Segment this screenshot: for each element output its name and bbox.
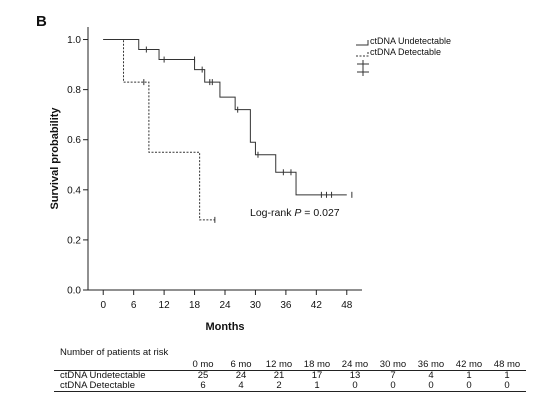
x-tick-label: 18	[189, 300, 201, 311]
x-tick-label: 0	[100, 300, 106, 311]
risk-table-cell: 24	[235, 370, 247, 381]
y-tick-label: 0.4	[67, 185, 81, 196]
risk-table-cell: 4	[428, 370, 434, 381]
risk-table-cell: 7	[390, 370, 396, 381]
risk-table-cell: 4	[222, 381, 260, 392]
legend-symbol	[357, 60, 369, 68]
y-axis-title: Survival probability	[49, 107, 61, 210]
risk-table-cell: 17	[311, 370, 323, 381]
risk-table-header: 30 mo	[374, 360, 412, 371]
risk-table-cell: 0	[488, 381, 526, 392]
risk-table-header: 6 mo	[222, 360, 260, 371]
risk-table: 0 mo 6 mo 12 mo 18 mo 24 mo 30 mo 36 mo 42 mo 48…	[54, 360, 526, 392]
series-line	[103, 39, 347, 196]
log-rank-p: P	[294, 207, 301, 219]
x-tick-label: 12	[159, 300, 171, 311]
panel-label: B	[36, 13, 47, 30]
risk-table-cell: 6	[184, 381, 222, 392]
risk-table-cell: 21	[273, 370, 285, 381]
risk-table-header: 12 mo	[260, 360, 298, 371]
y-tick-label: 1.0	[67, 35, 81, 46]
y-tick-label: 0.0	[67, 286, 81, 297]
log-rank-value: = 0.027	[301, 207, 339, 219]
risk-table-corner	[54, 360, 184, 371]
risk-table-row-label: ctDNA Detectable	[54, 381, 184, 392]
risk-table-cell: 0	[336, 381, 374, 392]
log-rank-annotation: Log-rank P = 0.027	[250, 207, 340, 219]
x-tick-label: 48	[341, 300, 353, 311]
risk-table-cell: 2	[260, 381, 298, 392]
log-rank-prefix: Log-rank	[250, 207, 294, 219]
risk-table-cell: 25	[197, 370, 209, 381]
risk-table-cell: 1	[298, 381, 336, 392]
y-tick-label: 0.8	[67, 85, 81, 96]
risk-table-header: 24 mo	[336, 360, 374, 371]
risk-table-header-row: 0 mo 6 mo 12 mo 18 mo 24 mo 30 mo 36 mo 42 mo 48…	[54, 360, 526, 371]
risk-table-cell: 13	[349, 370, 361, 381]
risk-table-header: 18 mo	[298, 360, 336, 371]
x-tick-label: 6	[131, 300, 137, 311]
survival-curves	[103, 39, 353, 223]
risk-table-cell: 0	[374, 381, 412, 392]
x-tick-label: 30	[250, 300, 262, 311]
x-tick-label: 42	[311, 300, 323, 311]
risk-table-header: 48 mo	[488, 360, 526, 371]
risk-table-row-label: ctDNA Undetectable	[60, 370, 146, 381]
risk-table-body: ctDNA Undetectable 25 24 21 17 13 7 4 1 1 ctDNA De…	[54, 371, 526, 392]
risk-table-header: 0 mo	[184, 360, 222, 371]
x-tick-label: 24	[219, 300, 231, 311]
series-line	[103, 39, 215, 221]
risk-table-cell: 0	[412, 381, 450, 392]
risk-table-cell: 0	[450, 381, 488, 392]
risk-table-cell: 1	[466, 370, 472, 381]
risk-table-header: 36 mo	[412, 360, 450, 371]
x-axis-title: Months	[205, 321, 244, 333]
km-plot: B 0 6 12 18 24 30 36 42 48 0.0 0.2 0.4 0.6 0.8 1.0 Mont…	[36, 13, 451, 333]
legend-label: ctDNA Detectable	[370, 47, 441, 57]
legend-symbol	[356, 40, 369, 46]
y-tick-label: 0.2	[67, 235, 81, 246]
y-tick-label: 0.6	[67, 135, 81, 146]
legend-label: ctDNA Undetectable	[370, 36, 451, 46]
risk-table-header: 42 mo	[450, 360, 488, 371]
legend-symbol	[356, 51, 369, 57]
risk-table-title: Number of patients at risk	[60, 347, 169, 358]
legend-symbol	[357, 68, 369, 76]
table-row: ctDNA Detectable 6 4 2 1 0 0 0 0 0	[54, 381, 526, 392]
axes: 0 6 12 18 24 30 36 42 48 0.0 0.2 0.4 0.6 0.8 1.0 Months…	[49, 27, 362, 333]
x-tick-label: 36	[280, 300, 292, 311]
risk-table-cell: 1	[504, 370, 510, 381]
table-row: ctDNA Undetectable 25 24 21 17 13 7 4 1 1	[54, 371, 526, 382]
